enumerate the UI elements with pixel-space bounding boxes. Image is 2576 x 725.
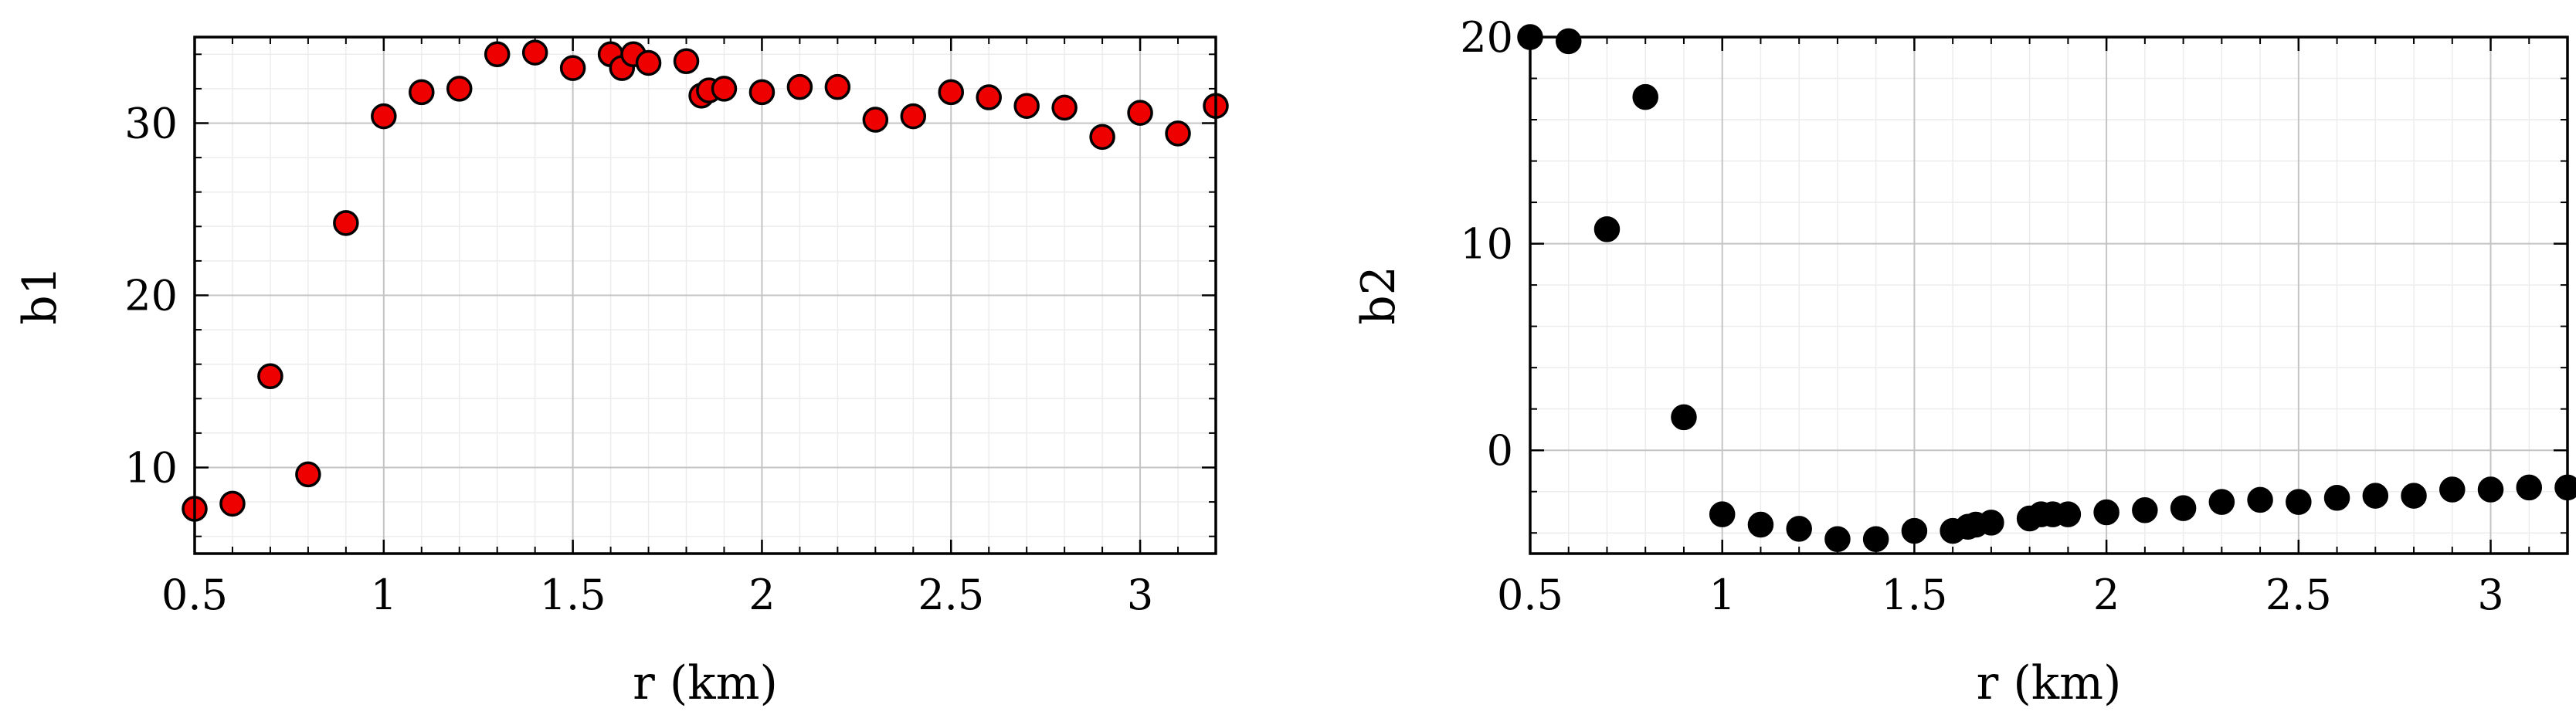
b1-data-point	[862, 107, 889, 133]
chart-b1-panel: 0.5 1 1.5 2 2.5 3 10 20 30 r (km) b1	[13, 36, 1229, 710]
b1-x-tick-label: 3	[1127, 571, 1153, 619]
b2-data-point	[2170, 495, 2197, 521]
b1-data-point	[748, 79, 776, 106]
b1-data-point	[1089, 124, 1115, 151]
b1-data-point	[824, 73, 851, 100]
b2-data-point	[2208, 489, 2235, 515]
b2-data-point	[1671, 404, 1697, 431]
b2-data-point	[1555, 28, 1582, 55]
b1-data-point	[333, 210, 359, 236]
b2-data-point	[2093, 499, 2120, 526]
b1-data-point	[1051, 94, 1078, 121]
b2-y-tick-label: 10	[1460, 220, 1513, 269]
b1-data-points	[182, 39, 1229, 522]
b2-x-tick-label: 2	[2093, 571, 2120, 619]
b2-data-point	[2132, 497, 2158, 523]
b2-data-point	[1709, 501, 1736, 527]
chart-b2-panel: 0.5 1 1.5 2 2.5 3 0 10 20 r (km) b2	[1352, 13, 2576, 710]
b2-data-point	[1747, 511, 1774, 538]
b2-plot-frame	[1529, 36, 2569, 555]
b2-data-point	[1786, 516, 1812, 542]
b1-x-tick-label: 1.5	[540, 571, 606, 619]
b2-minor-grid	[1529, 36, 2568, 554]
b2-x-tick-label: 2.5	[2265, 571, 2332, 619]
b1-data-point	[409, 79, 435, 106]
b2-x-tick-label: 1.5	[1881, 571, 1947, 619]
b1-data-point	[976, 84, 1002, 110]
b1-x-axis-label: r (km)	[633, 656, 778, 710]
b2-data-point	[2516, 474, 2543, 501]
b1-data-point	[1127, 100, 1153, 126]
b1-x-tick-label: 2	[748, 571, 775, 619]
b2-data-point	[2477, 476, 2504, 503]
b1-data-point	[559, 55, 586, 81]
b1-data-point	[371, 103, 397, 130]
b1-data-point	[1165, 120, 1191, 147]
b2-major-grid	[1529, 36, 2568, 554]
b1-data-point	[673, 48, 700, 74]
b1-data-point	[1013, 93, 1040, 119]
b2-data-point	[2401, 483, 2427, 509]
b1-data-point	[786, 73, 813, 100]
b1-data-point	[635, 49, 662, 76]
b1-y-tick-label: 20	[124, 272, 178, 320]
b2-x-tick-label: 1	[1709, 571, 1736, 619]
b1-data-point	[484, 41, 511, 68]
b2-data-points	[1517, 24, 2576, 553]
b1-data-point	[711, 76, 738, 102]
b2-x-tick-label: 3	[2477, 571, 2503, 619]
b2-data-point	[2286, 489, 2312, 515]
b1-x-tick-label: 0.5	[161, 571, 228, 619]
b1-tick-labels: 0.5 1 1.5 2 2.5 3 10 20 30	[124, 100, 1153, 620]
b1-x-tick-label: 2.5	[918, 571, 984, 619]
b2-data-point	[1862, 526, 1889, 553]
b2-data-point	[2055, 501, 2082, 527]
b1-y-axis-label: b1	[13, 266, 67, 325]
b2-tick-marks	[1529, 36, 2568, 554]
b2-data-point	[2247, 486, 2273, 513]
b1-plot-frame	[193, 36, 1217, 555]
b1-data-point	[938, 79, 965, 106]
b2-y-tick-label: 0	[1487, 426, 1513, 475]
b2-data-point	[1593, 216, 1621, 242]
b1-data-point	[295, 461, 321, 488]
b1-data-point	[219, 490, 246, 517]
b1-y-tick-label: 30	[124, 100, 178, 148]
b2-y-axis-label: b2	[1352, 266, 1406, 325]
b1-data-point	[521, 39, 548, 66]
b1-data-point	[900, 103, 927, 130]
b2-x-tick-label: 0.5	[1497, 571, 1563, 619]
b1-data-point	[257, 363, 283, 390]
b2-data-point	[2362, 483, 2389, 509]
b2-data-point	[2439, 476, 2466, 503]
b2-data-point	[2554, 474, 2576, 501]
b2-y-tick-label: 20	[1460, 13, 1513, 62]
b1-x-tick-label: 1	[371, 571, 397, 619]
b2-data-point	[1632, 83, 1658, 110]
b1-major-grid	[194, 37, 1216, 554]
b2-data-point	[2323, 484, 2350, 511]
b1-y-tick-label: 10	[124, 444, 178, 493]
b2-tick-labels: 0.5 1 1.5 2 2.5 3 0 10 20	[1460, 13, 2503, 619]
b2-x-axis-label: r (km)	[1977, 656, 2122, 710]
b2-data-point	[1978, 510, 2004, 536]
b2-data-point	[1824, 526, 1851, 553]
b1-data-point	[446, 76, 473, 102]
b2-data-point	[1901, 517, 1928, 544]
